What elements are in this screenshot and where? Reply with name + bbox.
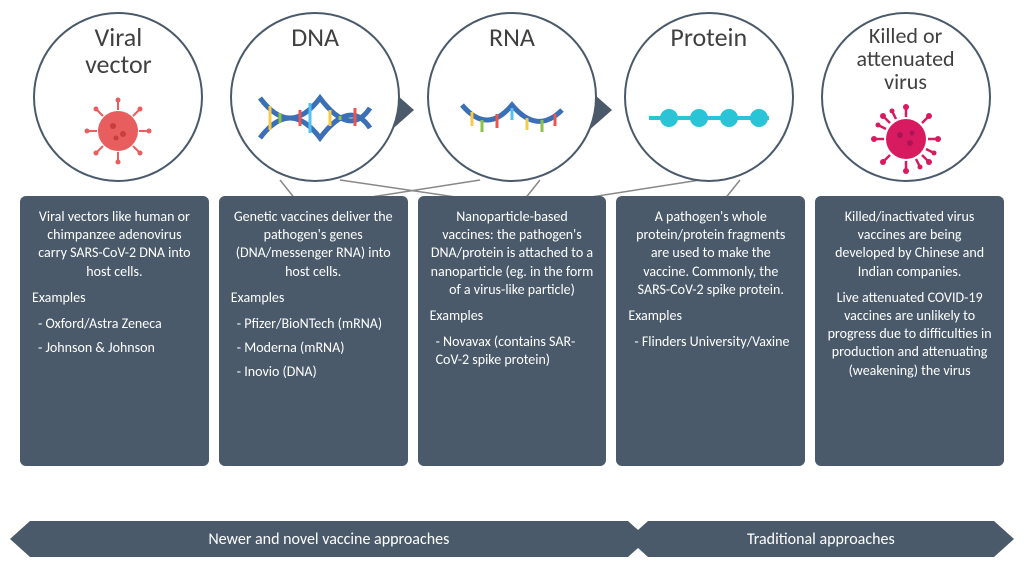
protein-chain-icon bbox=[644, 55, 774, 180]
examples-label: Examples bbox=[32, 289, 197, 307]
box-desc: Nanoparticle-based vaccines: the pathoge… bbox=[430, 208, 595, 299]
circle-protein: Protein bbox=[624, 12, 794, 182]
circle-title: Protein bbox=[670, 24, 747, 51]
circle-viral-vector: Viralvector bbox=[33, 12, 203, 182]
examples-label: Examples bbox=[430, 307, 595, 325]
examples-label: Examples bbox=[628, 307, 793, 325]
circle-killed: Killed orattenuatedvirus bbox=[821, 12, 991, 182]
box-genetic: Genetic vaccines deliver the pathogen's … bbox=[219, 196, 408, 466]
list-item: Moderna (mRNA) bbox=[237, 339, 396, 357]
box-protein: A pathogen's whole protein/protein fragm… bbox=[616, 196, 805, 466]
box-desc2: Live attenuated COVID-19 vaccines are un… bbox=[827, 289, 992, 380]
bottom-arrows: Newer and novel vaccine approaches Tradi… bbox=[30, 521, 994, 561]
circle-title: RNA bbox=[489, 24, 535, 51]
arrow-label: Newer and novel vaccine approaches bbox=[208, 530, 449, 549]
examples-list: Novavax (contains SAR-CoV-2 spike protei… bbox=[430, 333, 595, 369]
list-item: Inovio (DNA) bbox=[237, 363, 396, 381]
examples-list: Flinders University/Vaxine bbox=[628, 333, 793, 351]
circle-dna: DNA bbox=[230, 12, 400, 182]
dna-double-icon bbox=[255, 55, 375, 180]
box-desc: Killed/inactivated virus vaccines are be… bbox=[827, 208, 992, 281]
examples-list: Oxford/Astra Zeneca Johnson & Johnson bbox=[32, 315, 197, 357]
box-killed: Killed/inactivated virus vaccines are be… bbox=[815, 196, 1004, 466]
list-item: Oxford/Astra Zeneca bbox=[38, 315, 197, 333]
circles-row: Viralvector DNA RNA Protein Killed oratt… bbox=[0, 0, 1024, 190]
virus-orange-icon bbox=[83, 83, 153, 180]
list-item: Novavax (contains SAR-CoV-2 spike protei… bbox=[436, 333, 595, 369]
arrow-newer: Newer and novel vaccine approaches bbox=[30, 521, 628, 557]
box-nanoparticle: Nanoparticle-based vaccines: the pathoge… bbox=[418, 196, 607, 466]
arrow-traditional: Traditional approaches bbox=[648, 521, 994, 557]
rna-single-icon bbox=[457, 55, 567, 180]
arrow-label: Traditional approaches bbox=[747, 530, 895, 549]
circle-rna: RNA bbox=[427, 12, 597, 182]
circle-title: DNA bbox=[291, 24, 339, 51]
box-desc: A pathogen's whole protein/protein fragm… bbox=[628, 208, 793, 299]
circle-title: Killed orattenuatedvirus bbox=[857, 24, 955, 93]
examples-label: Examples bbox=[231, 289, 396, 307]
virus-red-icon bbox=[870, 97, 942, 180]
boxes-row: Viral vectors like human or chimpanzee a… bbox=[0, 190, 1024, 466]
box-desc: Viral vectors like human or chimpanzee a… bbox=[32, 208, 197, 281]
circle-title: Viralvector bbox=[85, 24, 152, 79]
box-desc: Genetic vaccines deliver the pathogen's … bbox=[231, 208, 396, 281]
list-item: Flinders University/Vaxine bbox=[634, 333, 793, 351]
box-viral-vector: Viral vectors like human or chimpanzee a… bbox=[20, 196, 209, 466]
examples-list: Pfizer/BioNTech (mRNA) Moderna (mRNA) In… bbox=[231, 315, 396, 382]
list-item: Pfizer/BioNTech (mRNA) bbox=[237, 315, 396, 333]
list-item: Johnson & Johnson bbox=[38, 339, 197, 357]
